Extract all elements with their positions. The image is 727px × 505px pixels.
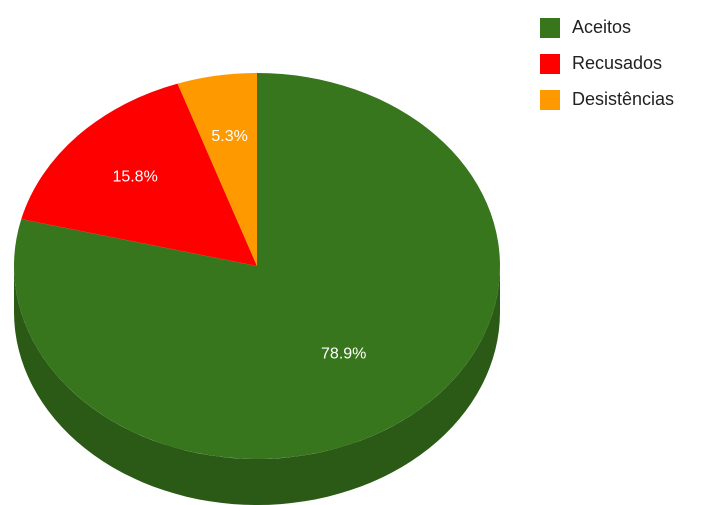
legend-label-aceitos: Aceitos [572,17,631,37]
legend: Aceitos Recusados Desistências [540,17,674,110]
pie-side-aceitos [14,266,500,505]
pie-label-aceitos: 78.9% [321,345,366,362]
legend-swatch-desistencias [540,90,560,110]
pie-label-recusados: 15.8% [112,169,157,186]
pie-slice-labels: 78.9% 15.8% 5.3% [112,128,366,363]
pie-slice-recusados [21,83,258,266]
legend-label-recusados: Recusados [572,53,662,73]
legend-swatch-aceitos [540,18,560,38]
pie-slices [14,73,501,459]
pie-depth [14,266,500,505]
pie-slice-aceitos [14,73,501,459]
legend-label-desistencias: Desistências [572,89,674,109]
pie-label-desistencias: 5.3% [211,128,247,145]
pie-slice-desistencias [177,73,257,266]
legend-swatch-recusados [540,54,560,74]
